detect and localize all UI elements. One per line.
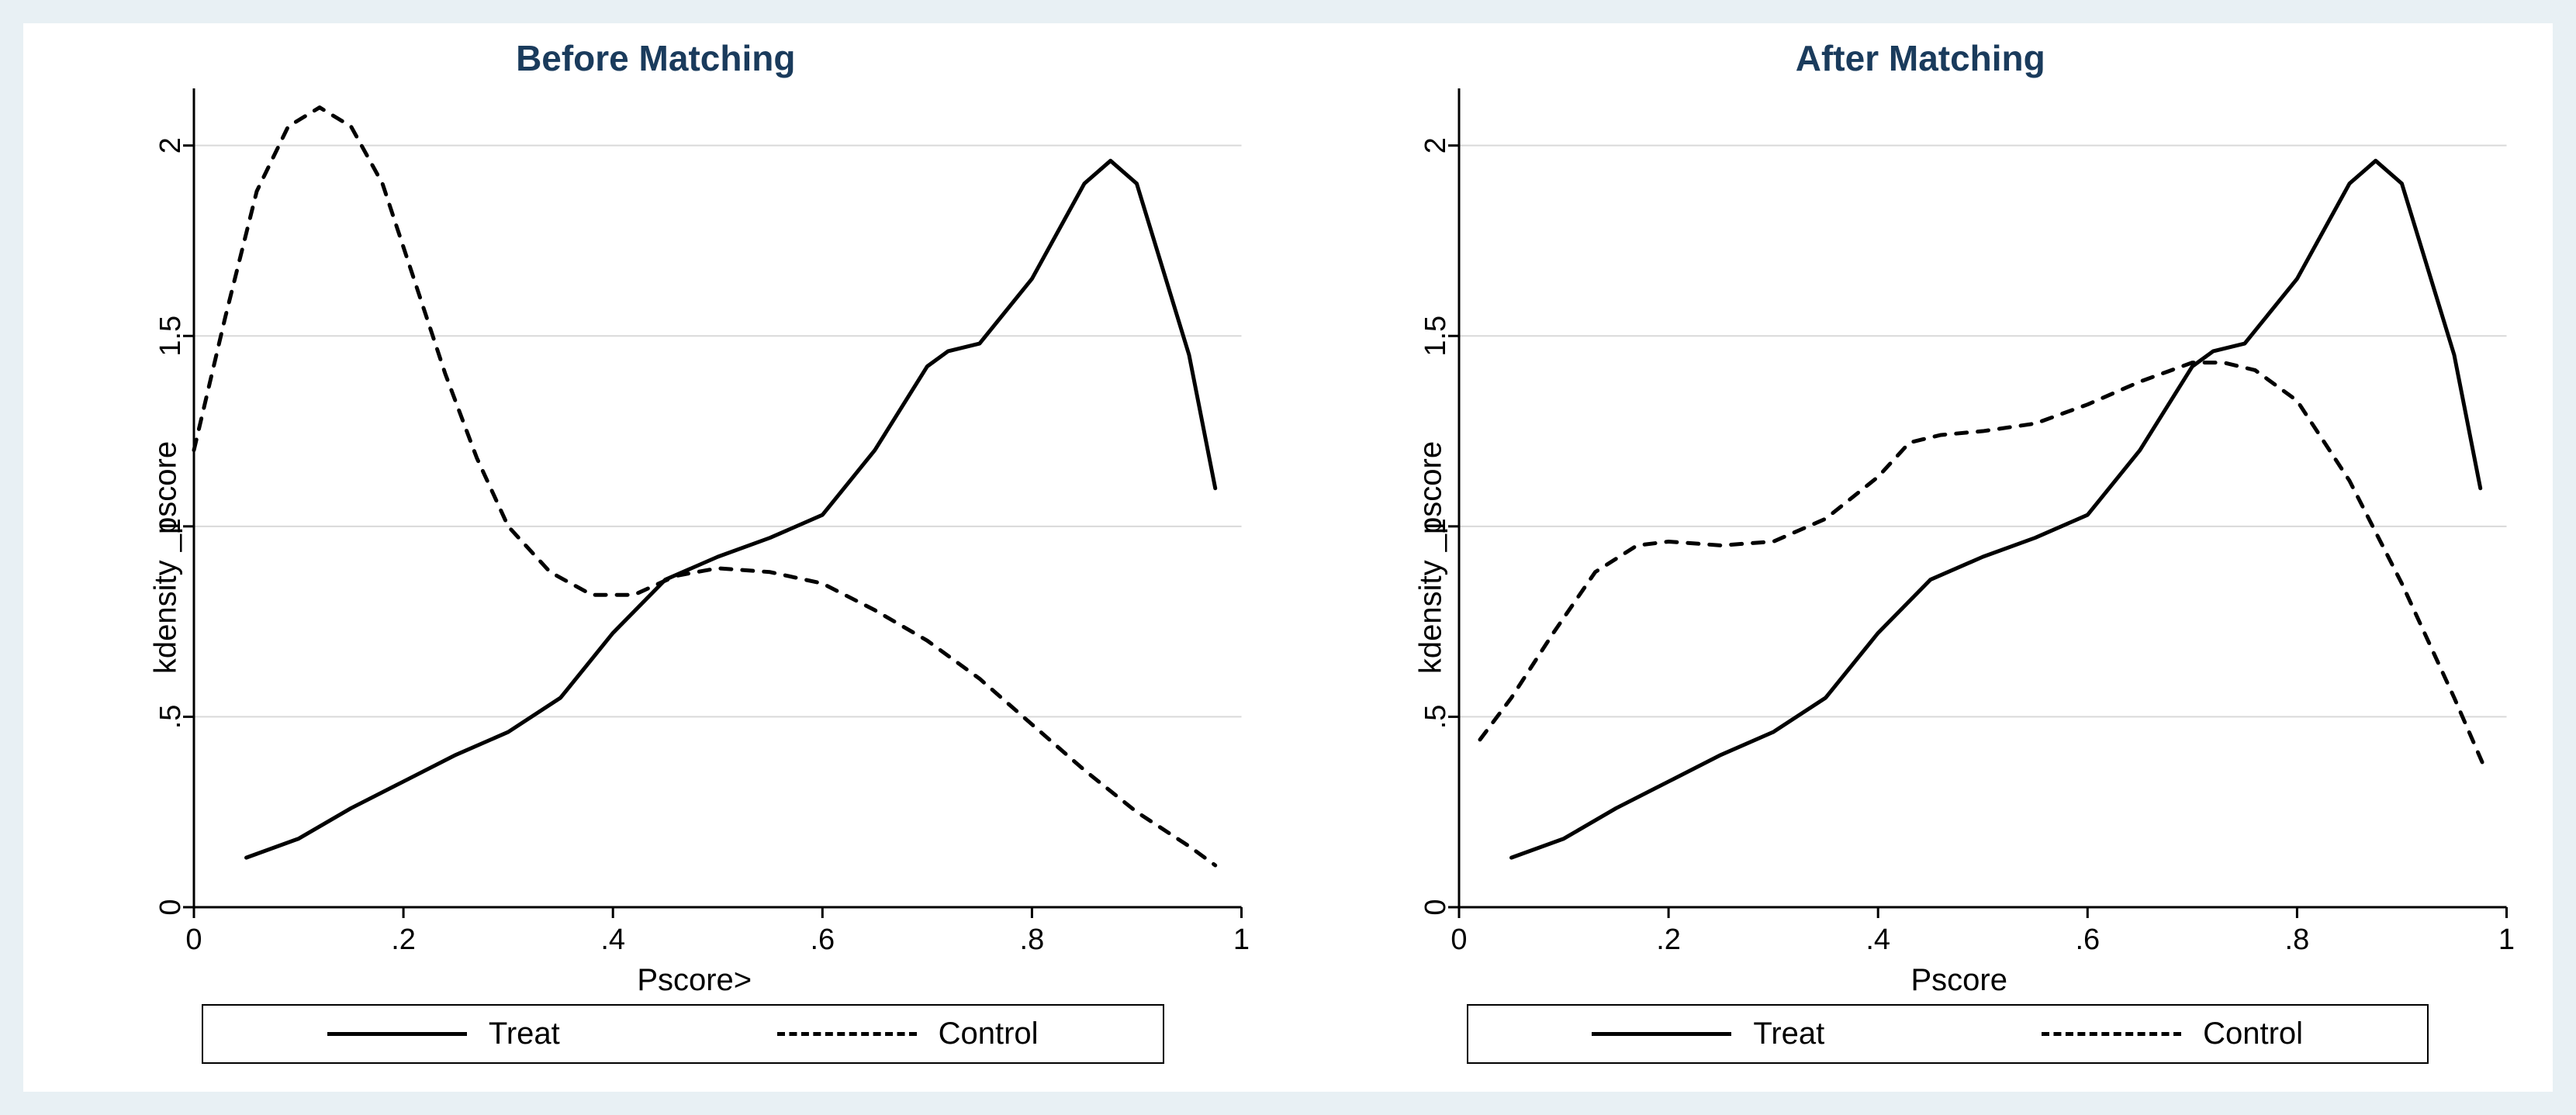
svg-text:.2: .2 — [1656, 923, 1681, 956]
svg-text:1.5: 1.5 — [154, 316, 187, 357]
svg-text:0: 0 — [1419, 899, 1452, 915]
plot-area-before: 0 .2 .4 .6 .8 1 0 .5 1 1.5 2 — [132, 82, 1257, 961]
plot-area-after: 0 .2 .4 .6 .8 1 0 .5 1 1.5 2 — [1397, 82, 2522, 961]
svg-text:.8: .8 — [1020, 923, 1045, 956]
panel-title-after: After Matching — [1288, 23, 2554, 82]
legend-label-control-2: Control — [2203, 1017, 2303, 1051]
legend-line-dashed-icon — [777, 1032, 917, 1036]
svg-text:0: 0 — [154, 899, 187, 915]
svg-text:1: 1 — [1233, 923, 1250, 956]
svg-text:0: 0 — [1451, 923, 1467, 956]
panel-title-before: Before Matching — [23, 23, 1288, 82]
svg-text:2: 2 — [1419, 137, 1452, 154]
svg-text:.8: .8 — [2284, 923, 2309, 956]
svg-text:1: 1 — [2498, 923, 2514, 956]
svg-text:.2: .2 — [391, 923, 416, 956]
legend-after: Treat Control — [1467, 1004, 2429, 1064]
svg-text:1: 1 — [154, 518, 187, 534]
svg-text:.4: .4 — [1865, 923, 1890, 956]
legend-label-control: Control — [939, 1017, 1039, 1051]
xlabel-before: Pscore> — [132, 961, 1257, 1004]
legend-label-treat-2: Treat — [1753, 1017, 1824, 1051]
legend-label-treat: Treat — [489, 1017, 560, 1051]
legend-item-control-2: Control — [2042, 1017, 2303, 1051]
svg-text:.5: .5 — [154, 705, 187, 730]
legend-item-treat: Treat — [327, 1017, 560, 1051]
svg-text:.4: .4 — [600, 923, 625, 956]
figure-container: Before Matching kdensity _pscore 0.2.4.6… — [0, 0, 2576, 1115]
legend-line-solid-icon-2 — [1592, 1032, 1731, 1036]
svg-text:1.5: 1.5 — [1419, 316, 1452, 357]
svg-text:1: 1 — [1419, 518, 1452, 534]
legend-before: Treat Control — [202, 1004, 1164, 1064]
panel-after: After Matching kdensity _pscore 0.2.4.6.… — [1288, 23, 2554, 1092]
legend-line-dashed-icon-2 — [2042, 1032, 2181, 1036]
legend-item-control: Control — [777, 1017, 1039, 1051]
svg-text:.5: .5 — [1419, 705, 1452, 730]
plot-svg-after: 0 .2 .4 .6 .8 1 0 .5 1 1.5 2 — [1397, 82, 2522, 961]
xlabel-after: Pscore — [1397, 961, 2522, 1004]
svg-text:.6: .6 — [2075, 923, 2100, 956]
plot-svg-before: 0 .2 .4 .6 .8 1 0 .5 1 1.5 2 — [132, 82, 1257, 961]
svg-text:.6: .6 — [810, 923, 835, 956]
svg-text:2: 2 — [154, 137, 187, 154]
panels-row: Before Matching kdensity _pscore 0.2.4.6… — [23, 23, 2553, 1092]
svg-text:0: 0 — [185, 923, 202, 956]
panel-before: Before Matching kdensity _pscore 0.2.4.6… — [23, 23, 1288, 1092]
legend-line-solid-icon — [327, 1032, 467, 1036]
legend-item-treat-2: Treat — [1592, 1017, 1824, 1051]
